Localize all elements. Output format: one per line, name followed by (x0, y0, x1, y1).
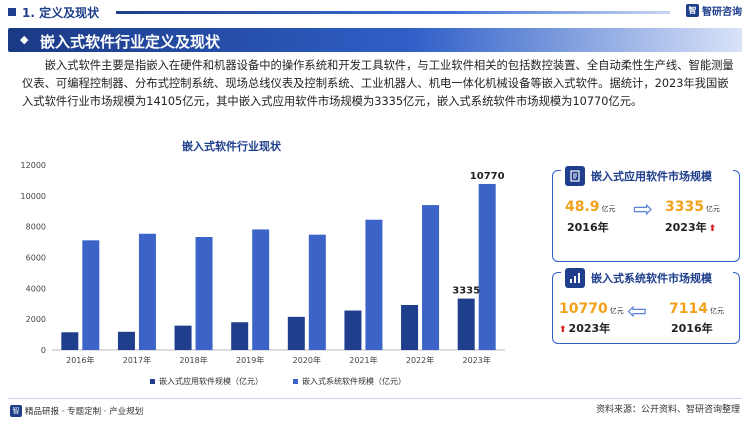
arrow-right-icon: ⇨ (633, 195, 654, 223)
intro-paragraph: 嵌入式软件主要是指嵌入在硬件和机器设备中的操作系统和开发工具软件，与工业软件相关… (22, 59, 734, 108)
bar-sys (478, 183, 496, 350)
legend-item-sys: 嵌入式系统软件规模（亿元） (293, 376, 406, 387)
y-tick-label: 10000 (21, 192, 46, 201)
data-label-sys-2023: 10770 (470, 171, 505, 182)
brand-name: 智研咨询 (702, 7, 742, 18)
legend-item-app: 嵌入式应用软件规模（亿元） (150, 376, 263, 387)
bar-app (174, 325, 192, 350)
y-tick-label: 0 (41, 346, 46, 355)
brand-logo-icon: 智 (686, 4, 699, 17)
bar-app (344, 310, 362, 350)
bar-sys (422, 205, 440, 350)
chart-title: 嵌入式软件行业现状 (182, 140, 281, 153)
x-tick-label: 2020年 (293, 355, 321, 365)
card-header-sys: 嵌入式系统软件市场规模 (561, 267, 733, 289)
section-marker (8, 8, 16, 16)
card-title-sys: 嵌入式系统软件市场规模 (591, 272, 712, 285)
card-title-app: 嵌入式应用软件市场规模 (591, 170, 712, 183)
document-icon (565, 166, 585, 186)
x-tick-label: 2016年 (66, 355, 94, 365)
bar-app (117, 331, 135, 350)
brand: 智 智研咨询 (686, 3, 742, 18)
page-title: 嵌入式软件行业定义及现状 (40, 33, 221, 51)
card-sys-software: 嵌入式系统软件市场规模 10770 亿元 ⬆ 2023年 ⇦ 7114 亿元 2016… (552, 267, 740, 344)
card-header-app: 嵌入式应用软件市场规模 (561, 165, 733, 187)
x-tick-label: 2021年 (349, 355, 377, 365)
sys-year-2016: 2016年 (671, 322, 713, 335)
y-tick-label: 2000 (26, 315, 46, 324)
y-tick-label: 12000 (21, 161, 46, 170)
arrow-up-icon: ⬆ (708, 224, 717, 234)
bar-sys (138, 233, 156, 350)
y-tick-label: 6000 (26, 254, 46, 263)
sys-value-2016: 7114 亿元 (669, 301, 724, 317)
sys-year-2023: ⬆ 2023年 (559, 322, 611, 335)
x-tick-label: 2019年 (236, 355, 264, 365)
legend-label-app: 嵌入式应用软件规模（亿元） (159, 377, 263, 386)
data-label-app-2023: 3335 (452, 286, 480, 297)
bar-chart-icon (565, 268, 585, 288)
bar-chart: 0 2000 4000 6000 8000 10000 12000 2016年 2017年 201… (21, 161, 505, 365)
arrow-up-icon: ⬆ (559, 325, 567, 335)
app-value-2016: 48.9 亿元 (565, 199, 616, 215)
footer-divider (8, 398, 742, 399)
footer-tagline: 智 精品研报 · 专题定制 · 产业规划 (10, 405, 143, 417)
x-tick-label: 2022年 (406, 355, 434, 365)
top-bar: 1. 定义及现状 智 智研咨询 (0, 0, 750, 22)
brand-small-icon: 智 (10, 405, 22, 417)
legend-swatch-app (150, 379, 155, 384)
footer-source: 资料来源：公开资料、智研咨询整理 (595, 405, 740, 415)
y-tick-label: 8000 (26, 223, 46, 232)
title-banner: ◆ 嵌入式软件行业定义及现状 (8, 28, 742, 52)
legend-swatch-sys (293, 379, 298, 384)
app-year-2023: 2023年 ⬆ (665, 221, 717, 234)
diamond-icon: ◆ (20, 33, 29, 46)
app-value-2023: 3335 亿元 (665, 199, 720, 215)
legend-label-sys: 嵌入式系统软件规模（亿元） (302, 377, 406, 386)
bar-sys (252, 229, 270, 350)
y-tick-label: 4000 (26, 284, 46, 293)
app-year-2016: 2016年 (567, 221, 609, 234)
x-tick-label: 2017年 (123, 355, 151, 365)
bar-sys (365, 219, 383, 350)
bar-app (231, 322, 249, 350)
arrow-left-icon: ⇦ (627, 297, 648, 325)
bar-app (401, 304, 419, 350)
section-title: 1. 定义及现状 (22, 6, 100, 20)
x-tick-label: 2023年 (463, 355, 491, 365)
bar-sys (308, 234, 326, 350)
bar-app (457, 298, 475, 350)
sys-value-2023: 10770 亿元 (559, 301, 624, 317)
bar-sys (195, 236, 213, 350)
bar-app (287, 316, 305, 350)
chart-legend: 嵌入式应用软件规模（亿元） 嵌入式系统软件规模（亿元） (150, 376, 406, 387)
bar-app (61, 332, 79, 350)
bar-sys (82, 240, 100, 350)
x-tick-label: 2018年 (179, 355, 207, 365)
header-divider (116, 11, 670, 14)
card-app-software: 嵌入式应用软件市场规模 48.9 亿元 2016年 ⇨ 3335 亿元 2023年 ⬆ (552, 165, 740, 262)
